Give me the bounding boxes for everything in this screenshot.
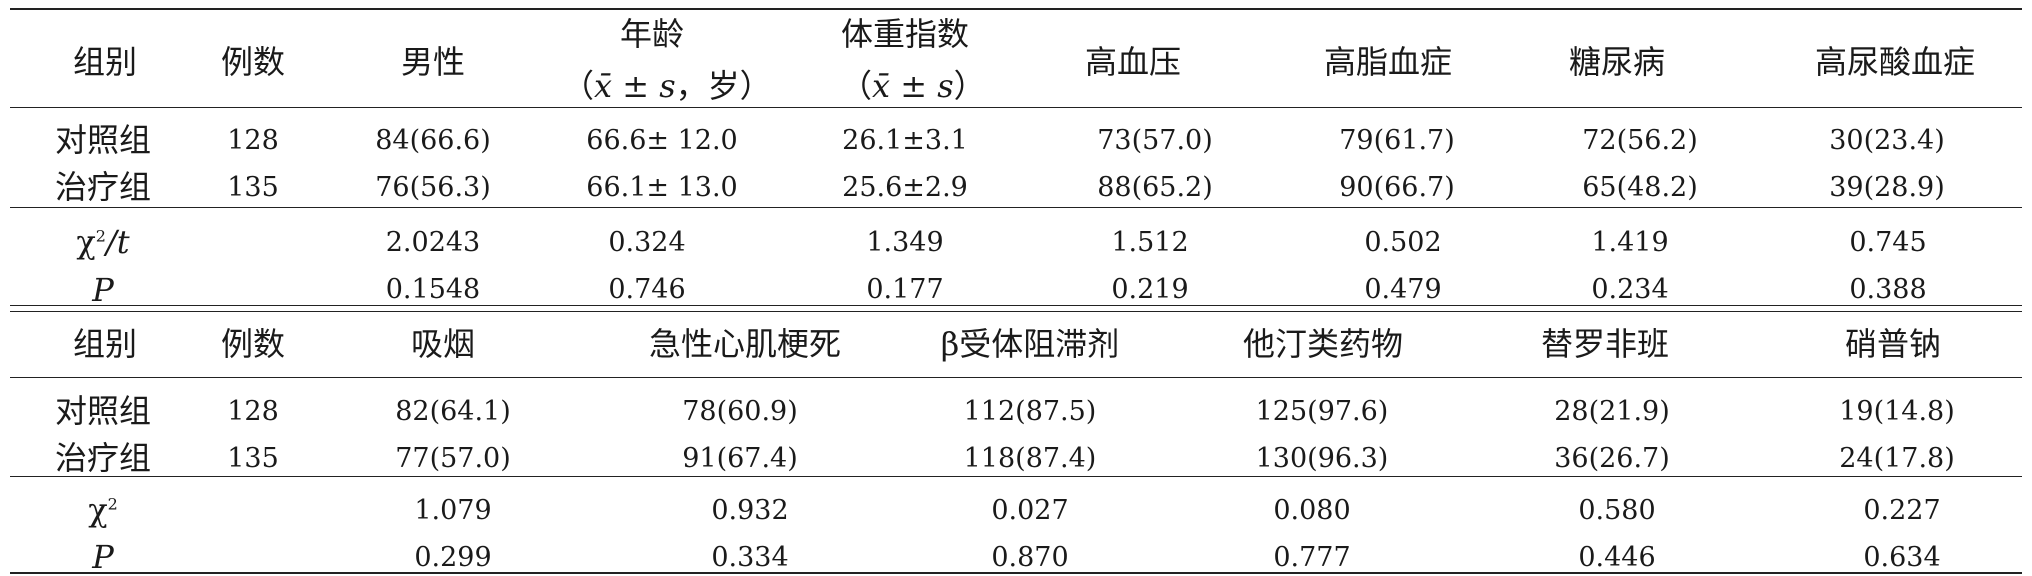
p2-beta-blocker: 0.870 [991,542,1069,573]
stat-male: 2.0243 [385,227,481,258]
header2-statin: 他汀类药物 [1242,325,1403,363]
header-bmi-line2: （x̄ ± s） [840,67,986,105]
header-group: 组别 [72,43,137,81]
stat-label: χ2/t [76,223,130,261]
row3-tirofiban: 28(21.9) [1554,396,1670,427]
header-hyperlipidemia: 高脂血症 [1323,43,1452,81]
p-hypertension: 0.219 [1111,274,1189,305]
stat2-nitroprusside: 0.227 [1863,495,1941,526]
header2-count: 例数 [220,325,285,363]
row4-smoking: 77(57.0) [395,443,511,474]
row2-hypertension: 88(65.2) [1097,172,1213,203]
stat-age: 0.324 [608,227,686,258]
stat2-smoking: 1.079 [414,495,492,526]
row3-nitroprusside: 19(14.8) [1839,396,1955,427]
stat-hyperlipidemia: 0.502 [1364,227,1442,258]
row3-smoking: 82(64.1) [395,396,511,427]
header-hypertension: 高血压 [1084,43,1181,81]
row1-hyperlipidemia: 79(61.7) [1339,125,1455,156]
p-bmi: 0.177 [866,274,944,305]
row1-group: 对照组 [54,121,151,159]
p-age: 0.746 [608,274,686,305]
p-hyperuricemia: 0.388 [1849,274,1927,305]
stat2-label: χ2 [88,491,118,529]
row2-male: 76(56.3) [375,172,491,203]
row4-beta-blocker: 118(87.4) [963,443,1097,474]
p-label: P [92,271,114,309]
stat2-tirofiban: 0.580 [1578,495,1656,526]
row2-group: 治疗组 [54,168,151,206]
row3-statin: 125(97.6) [1255,396,1389,427]
row2-count: 135 [227,172,279,203]
stat2-statin: 0.080 [1273,495,1351,526]
row3-ami: 78(60.9) [682,396,798,427]
p2-smoking: 0.299 [414,542,492,573]
stat-hypertension: 1.512 [1111,227,1189,258]
row1-hypertension: 73(57.0) [1097,125,1213,156]
row1-age: 66.6± 12.0 [586,125,738,156]
section-divider-upper [10,305,2022,306]
stat-diabetes: 1.419 [1591,227,1669,258]
row2-hyperuricemia: 39(28.9) [1829,172,1945,203]
header2-ami: 急性心肌梗死 [648,325,841,363]
row4-tirofiban: 36(26.7) [1554,443,1670,474]
header2-nitroprusside: 硝普钠 [1844,325,1941,363]
header2-beta-blocker: β受体阻滞剂 [940,325,1120,363]
top-rule [10,8,2022,10]
baseline-table: 组别 例数 男性 年龄 （x̄ ± s，岁） 体重指数 （x̄ ± s） 高血压… [10,8,2022,574]
row4-statin: 130(96.3) [1255,443,1389,474]
row1-male: 84(66.6) [375,125,491,156]
header2-group: 组别 [72,325,137,363]
p2-tirofiban: 0.446 [1578,542,1656,573]
section-divider-lower [10,311,2022,312]
row4-ami: 91(67.4) [682,443,798,474]
stat-rule [10,207,2022,208]
p-male: 0.1548 [385,274,481,305]
header2-smoking: 吸烟 [410,325,475,363]
header2-tirofiban: 替罗非班 [1540,325,1669,363]
header-rule-2 [10,377,2022,378]
p-diabetes: 0.234 [1591,274,1669,305]
stat2-beta-blocker: 0.027 [991,495,1069,526]
p-hyperlipidemia: 0.479 [1364,274,1442,305]
header-count: 例数 [220,43,285,81]
row4-nitroprusside: 24(17.8) [1839,443,1955,474]
header-age-line2: （x̄ ± s，岁） [562,67,772,105]
header-rule [10,107,2022,108]
p2-ami: 0.334 [711,542,789,573]
stat-hyperuricemia: 0.745 [1849,227,1927,258]
row1-hyperuricemia: 30(23.4) [1829,125,1945,156]
row1-bmi: 26.1±3.1 [842,125,968,156]
header-age-line1: 年龄 [619,15,684,53]
header-bmi-line1: 体重指数 [840,15,969,53]
p2-nitroprusside: 0.634 [1863,542,1941,573]
row3-count: 128 [227,396,279,427]
row2-age: 66.1± 13.0 [586,172,738,203]
header-diabetes: 糖尿病 [1568,43,1665,81]
row4-count: 135 [227,443,279,474]
p2-label: P [92,538,114,576]
row2-diabetes: 65(48.2) [1582,172,1698,203]
row3-group: 对照组 [54,392,151,430]
header-male: 男性 [400,43,465,81]
stat-rule-2 [10,476,2022,477]
bottom-rule [10,572,2022,574]
row1-diabetes: 72(56.2) [1582,125,1698,156]
row1-count: 128 [227,125,279,156]
row2-hyperlipidemia: 90(66.7) [1339,172,1455,203]
row2-bmi: 25.6±2.9 [842,172,968,203]
header-hyperuricemia: 高尿酸血症 [1814,43,1975,81]
p2-statin: 0.777 [1273,542,1351,573]
stat-bmi: 1.349 [866,227,944,258]
row3-beta-blocker: 112(87.5) [963,396,1097,427]
row4-group: 治疗组 [54,439,151,477]
stat2-ami: 0.932 [711,495,789,526]
